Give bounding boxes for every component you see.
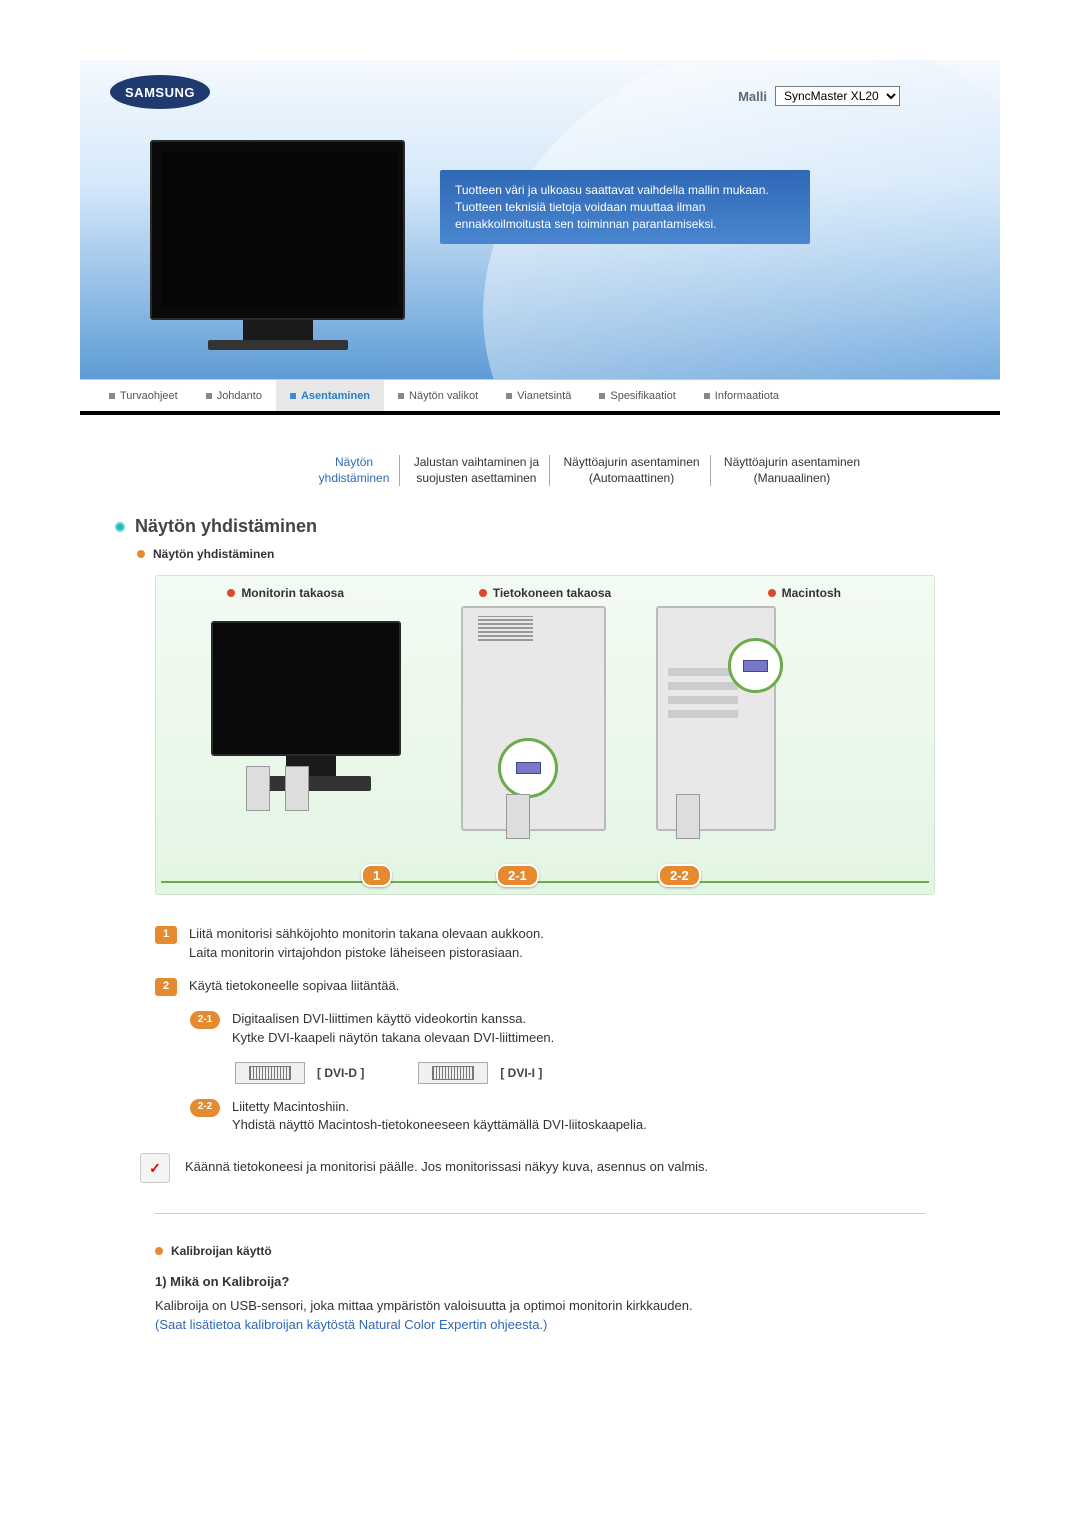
calib-link-text: (Saat lisätietoa kalibroijan käytöstä Na… xyxy=(155,1315,925,1335)
sub-nav: Näytönyhdistäminen Jalustan vaihtaminen … xyxy=(80,455,1000,486)
nav-asentaminen[interactable]: Asentaminen xyxy=(276,380,384,411)
model-selector: Malli SyncMaster XL20 xyxy=(738,86,900,106)
diagram-plug-pc xyxy=(506,794,530,839)
diagram-plugs-monitor xyxy=(246,766,309,811)
diagram-baseline xyxy=(161,881,929,883)
brand-text: SAMSUNG xyxy=(125,85,195,100)
model-label: Malli xyxy=(738,89,767,104)
calib-title: Kalibroijan käyttö xyxy=(171,1244,272,1258)
step-2-2: 2-2 Liitetty Macintoshiin. Yhdistä näytt… xyxy=(190,1098,925,1136)
dvii-label: [ DVI-I ] xyxy=(500,1066,542,1080)
step-21-line2: Kytke DVI-kaapeli näytön takana olevaan … xyxy=(232,1030,554,1045)
bullet-icon xyxy=(115,522,125,532)
bullet-icon xyxy=(137,550,145,558)
step-2: 2 Käytä tietokoneelle sopivaa liitäntää. xyxy=(155,977,925,996)
step-22-line1: Liitetty Macintoshiin. xyxy=(232,1099,349,1114)
step-1: 1 Liitä monitorisi sähköjohto monitorin … xyxy=(155,925,925,963)
header-banner: SAMSUNG Malli SyncMaster XL20 Tuotteen v… xyxy=(80,60,1000,415)
section-subheading: Näytön yhdistäminen xyxy=(137,547,965,561)
step-badge-21: 2-1 xyxy=(190,1011,220,1029)
subnav-jalusta[interactable]: Jalustan vaihtaminen jasuojusten asettam… xyxy=(404,455,550,486)
nav-spesifikaatiot[interactable]: Spesifikaatiot xyxy=(585,390,689,402)
diagram-badge-22: 2-2 xyxy=(658,864,701,887)
brand-logo: SAMSUNG xyxy=(110,75,210,109)
diagram-badge-21: 2-1 xyxy=(496,864,539,887)
note-icon: ✓ xyxy=(140,1153,170,1183)
dvii-connector-icon xyxy=(418,1062,488,1084)
nav-johdanto[interactable]: Johdanto xyxy=(192,390,276,402)
nav-nayton-valikot[interactable]: Näytön valikot xyxy=(384,390,492,402)
section-subtitle: Näytön yhdistäminen xyxy=(153,547,274,561)
step-1-line1: Liitä monitorisi sähköjohto monitorin ta… xyxy=(189,926,544,941)
step-badge-22: 2-2 xyxy=(190,1099,220,1117)
subnav-yhdistaminen[interactable]: Näytönyhdistäminen xyxy=(309,455,401,486)
connector-row: [ DVI-D ] [ DVI-I ] xyxy=(235,1062,925,1084)
diagram-pc xyxy=(461,606,606,831)
step-1-line2: Laita monitorin virtajohdon pistoke lähe… xyxy=(189,945,523,960)
section-heading: Näytön yhdistäminen xyxy=(115,516,965,537)
calib-body-text: Kalibroija on USB-sensori, joka mittaa y… xyxy=(155,1296,925,1316)
diagram-mac xyxy=(656,606,776,831)
calib-heading: Kalibroijan käyttö xyxy=(155,1244,925,1258)
note-row: ✓ Käännä tietokoneesi ja monitorisi pääl… xyxy=(140,1153,925,1183)
step-badge-2: 2 xyxy=(155,978,177,996)
model-select[interactable]: SyncMaster XL20 xyxy=(775,86,900,106)
calib-question: 1) Mikä on Kalibroija? xyxy=(155,1272,925,1292)
diagram-pc-port xyxy=(498,738,558,798)
section-title: Näytön yhdistäminen xyxy=(135,516,317,537)
hero-notice-box: Tuotteen väri ja ulkoasu saattavat vaihd… xyxy=(440,170,810,244)
subnav-ajuri-auto[interactable]: Näyttöajurin asentaminen(Automaattinen) xyxy=(554,455,711,486)
divider xyxy=(155,1213,925,1214)
note-text: Käännä tietokoneesi ja monitorisi päälle… xyxy=(185,1153,925,1176)
hero-monitor-illustration xyxy=(150,140,405,365)
diagram-monitor xyxy=(211,621,411,791)
step-2-1: 2-1 Digitaalisen DVI-liittimen käyttö vi… xyxy=(190,1010,925,1048)
diagram-badge-1: 1 xyxy=(361,864,392,887)
nav-vianetsinta[interactable]: Vianetsintä xyxy=(492,390,585,402)
step-badge-1: 1 xyxy=(155,926,177,944)
diagram-label-mac: Macintosh xyxy=(675,586,934,600)
connection-diagram: Monitorin takaosa Tietokoneen takaosa Ma… xyxy=(155,575,935,895)
dvid-connector-icon xyxy=(235,1062,305,1084)
diagram-plug-mac xyxy=(676,794,700,839)
main-nav: Turvaohjeet Johdanto Asentaminen Näytön … xyxy=(80,379,1000,411)
step-21-line1: Digitaalisen DVI-liittimen käyttö videok… xyxy=(232,1011,526,1026)
step-2-line1: Käytä tietokoneelle sopivaa liitäntää. xyxy=(189,977,925,996)
subnav-ajuri-manual[interactable]: Näyttöajurin asentaminen(Manuaalinen) xyxy=(714,455,870,486)
steps-list: 1 Liitä monitorisi sähköjohto monitorin … xyxy=(155,925,925,1135)
diagram-label-monitor: Monitorin takaosa xyxy=(156,586,415,600)
nav-turvaohjeet[interactable]: Turvaohjeet xyxy=(95,390,192,402)
content-section: Näytön yhdistäminen Näytön yhdistäminen … xyxy=(80,486,1000,1365)
diagram-label-pc: Tietokoneen takaosa xyxy=(415,586,674,600)
bullet-icon xyxy=(155,1247,163,1255)
nav-informaatiota[interactable]: Informaatiota xyxy=(690,390,793,402)
calibrator-section: Kalibroijan käyttö 1) Mikä on Kalibroija… xyxy=(155,1244,925,1335)
dvid-label: [ DVI-D ] xyxy=(317,1066,364,1080)
step-22-line2: Yhdistä näyttö Macintosh-tietokoneeseen … xyxy=(232,1117,647,1132)
diagram-mac-port xyxy=(728,638,783,693)
